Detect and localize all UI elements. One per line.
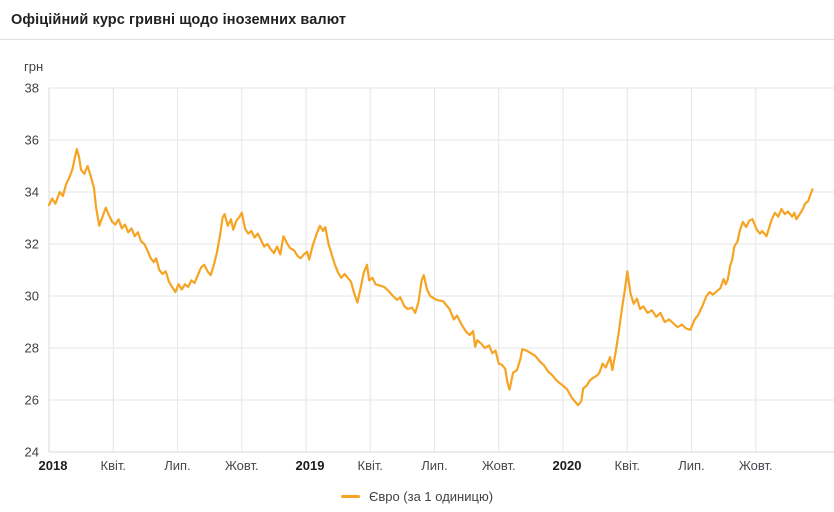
- x-axis-tick-label: Лип.: [421, 458, 447, 473]
- x-axis-tick-label: Квіт.: [101, 458, 127, 473]
- y-axis-unit-label: грн: [24, 59, 44, 74]
- y-axis-tick-label: 24: [25, 445, 39, 460]
- y-axis-tick-label: 38: [25, 81, 39, 96]
- y-axis-tick-label: 30: [25, 289, 39, 304]
- x-axis-tick-label: Жовт.: [225, 458, 259, 473]
- y-axis-tick-label: 32: [25, 237, 39, 252]
- euro-series-legend-label: Євро (за 1 одиницю): [368, 488, 494, 504]
- x-axis-tick-label: 2018: [39, 458, 68, 473]
- exchange-rate-line-chart: 24 26 28 30 32 34 36 38 2018 Квіт. Лип. Жовт. 2019 Кв…: [25, 81, 834, 473]
- euro-series-color-swatch: [340, 494, 360, 498]
- y-axis-tick-label: 34: [25, 185, 39, 200]
- x-axis-tick-label: Лип.: [164, 458, 190, 473]
- y-axis-tick-label: 36: [25, 133, 39, 148]
- y-axis-tick-label: 26: [25, 393, 39, 408]
- x-axis-tick-label: Лип.: [678, 458, 704, 473]
- x-axis-tick-label: Квіт.: [358, 458, 384, 473]
- y-axis-tick-label: 28: [25, 341, 39, 356]
- x-axis-tick-label: 2020: [553, 458, 582, 473]
- chart-legend[interactable]: Євро (за 1 одиницю): [0, 485, 834, 507]
- chart-title: Офіційний курс гривні щодо іноземних вал…: [11, 11, 347, 28]
- x-axis-tick-label: Жовт.: [739, 458, 773, 473]
- chart-header: Офіційний курс гривні щодо іноземних вал…: [0, 0, 834, 40]
- x-axis-tick-label: 2019: [296, 458, 325, 473]
- x-axis-tick-label: Жовт.: [482, 458, 516, 473]
- euro-series-line[interactable]: [47, 147, 814, 407]
- x-axis-tick-label: Квіт.: [615, 458, 641, 473]
